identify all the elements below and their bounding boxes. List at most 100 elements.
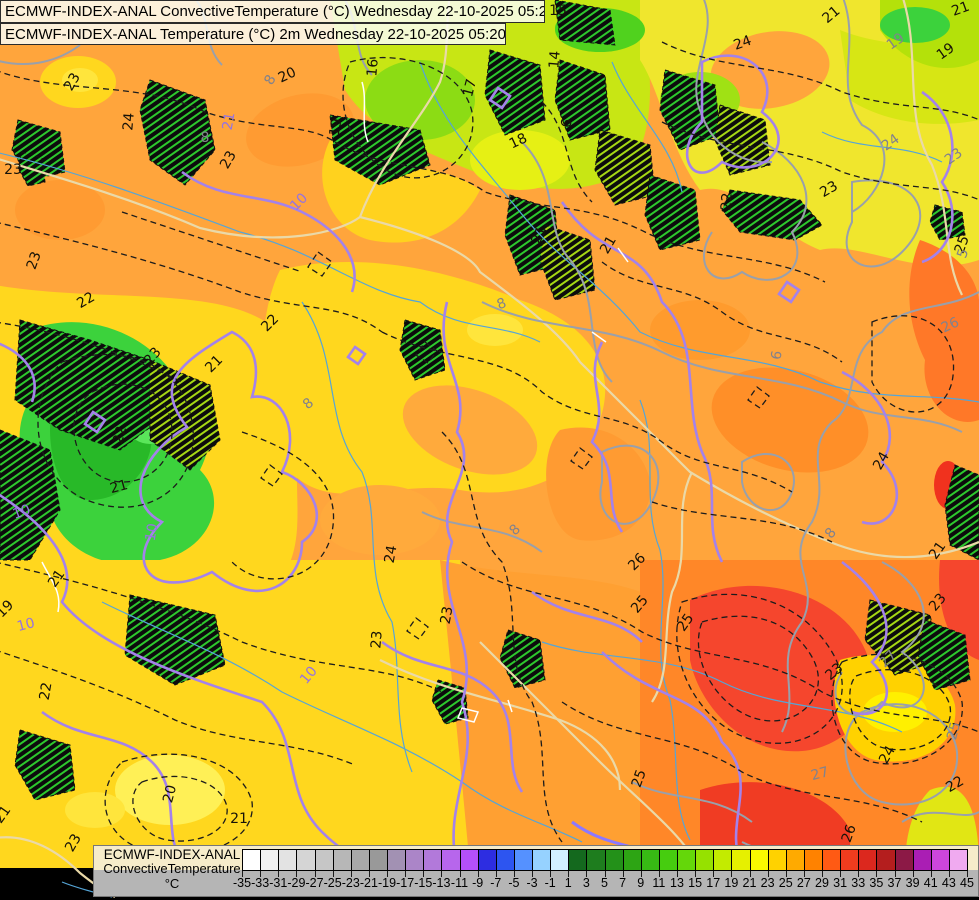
contour-value-label: 6 [558, 117, 575, 129]
legend-color-cell [315, 849, 334, 871]
white-lines [41, 81, 629, 723]
contour-value-label: 22 [943, 773, 966, 796]
legend-tick [550, 871, 552, 877]
legend-unit: °C [164, 875, 180, 891]
contour-value-label: 23 [61, 70, 84, 93]
legend-tick [586, 871, 588, 877]
title-text-1: ECMWF-INDEX-ANAL ConvectiveTemperature (… [5, 3, 545, 20]
legend-tick [658, 871, 660, 877]
legend-tick-label: -9 [472, 876, 484, 890]
rivers [0, 61, 979, 843]
legend-tick-label: 35 [869, 876, 884, 890]
legend-color-cell [641, 849, 660, 871]
contour-value-label: 16 [364, 58, 381, 77]
legend-tick [260, 871, 262, 877]
legend-color-cell [369, 849, 388, 871]
legend-tick [513, 871, 515, 877]
legend-color-cell [877, 849, 896, 871]
contour-value-label: 23 [368, 630, 385, 649]
contour-value-label: 22 [37, 681, 56, 701]
contour-value-label: 21 [220, 111, 239, 131]
contour-value-label: 26 [939, 314, 962, 336]
legend-color-cell [478, 849, 497, 871]
legend-color-cell [514, 849, 533, 871]
legend-tick-label: -1 [544, 876, 556, 890]
legend-color-cell [460, 849, 479, 871]
legend-tick [604, 871, 606, 877]
legend-tick-label: 41 [923, 876, 938, 890]
legend-tick [477, 871, 479, 877]
legend-tick-label: -31 [269, 876, 288, 890]
legend-tick-label: 31 [833, 876, 848, 890]
legend-tick [296, 871, 298, 877]
legend-color-cell [659, 849, 678, 871]
legend-color-cell [859, 849, 878, 871]
legend-tick [677, 871, 678, 877]
legend-color-cell [551, 849, 570, 871]
legend-product: ECMWF-INDEX-ANAL [103, 847, 241, 862]
legend-color-cell [605, 849, 624, 871]
legend-tick-label: 3 [582, 876, 590, 890]
legend-tick-label: -5 [508, 876, 520, 890]
contour-value-label: 24 [876, 743, 899, 767]
legend-tick-label: 45 [960, 876, 974, 890]
legend-tick-label: 9 [637, 876, 645, 890]
legend-tick-label: 5 [601, 876, 608, 890]
legend-tick [948, 871, 950, 877]
legend-tick [894, 871, 896, 877]
legend-tick [731, 871, 733, 877]
contour-value-label: 24 [120, 112, 137, 131]
legend-tick-label: -11 [450, 876, 469, 890]
legend-color-cell [913, 849, 932, 871]
legend-tick [713, 871, 715, 877]
legend-tick [278, 871, 280, 877]
legend-tick [876, 871, 878, 877]
contour-value-label: 22 [718, 192, 735, 211]
contour-value-label: 19 [327, 117, 346, 137]
legend-tick-label: 11 [652, 876, 666, 890]
contour-value-label: 23 [24, 250, 45, 272]
legend-tick [840, 871, 842, 877]
legend-tick-label: -7 [490, 876, 502, 890]
contour-value-label: 21 [597, 233, 620, 256]
contour-value-label: 23 [817, 178, 840, 201]
legend-tick-label: 19 [724, 876, 739, 890]
legend-tick-label: -3 [526, 876, 538, 890]
legend-color-cell [714, 849, 733, 871]
contour-value-label: 8 [201, 130, 210, 146]
legend-tick [332, 871, 334, 877]
contour-value-label: 18 [507, 130, 530, 152]
legend-tick-label: 39 [905, 876, 920, 890]
legend-tick-label: -13 [432, 876, 451, 890]
contour-value-label: 6 [768, 349, 785, 361]
legend-color-cell [750, 849, 769, 871]
country-borders [0, 0, 979, 868]
legend-tick [441, 871, 443, 877]
contour-value-label: 14 [546, 50, 563, 69]
legend-tick-label: 29 [815, 876, 829, 890]
legend-tick [640, 871, 642, 877]
legend-text-block: ECMWF-INDEX-ANAL ConvectiveTemperature °… [96, 847, 248, 891]
legend-tick [749, 871, 751, 877]
contour-value-label: 21 [108, 477, 129, 497]
color-scale-tick-labels: -35 -33 -31 -29 -27 -25 -23 -21 -19 -17 -15 -13 -11-… [233, 876, 974, 894]
legend-tick [314, 871, 316, 877]
color-scale-ticks [242, 871, 968, 877]
contour-value-label: 21 [230, 811, 248, 827]
legend-tick-label: 33 [851, 876, 866, 890]
legend-color-cell [696, 849, 715, 871]
legend-tick [767, 871, 769, 877]
legend-tick-label: -17 [396, 876, 415, 890]
legend-tick-label: -33 [251, 876, 270, 890]
contour-value-label: 20 [276, 64, 299, 86]
legend-tick [967, 871, 968, 877]
legend-color-cell [678, 849, 697, 871]
legend-tick [405, 871, 407, 877]
legend-color-cell [786, 849, 805, 871]
legend-parameter: ConvectiveTemperature [103, 861, 241, 877]
legend-tick-label: 27 [796, 876, 811, 890]
legend-color-cell [351, 849, 370, 871]
legend-color-cell [623, 849, 642, 871]
